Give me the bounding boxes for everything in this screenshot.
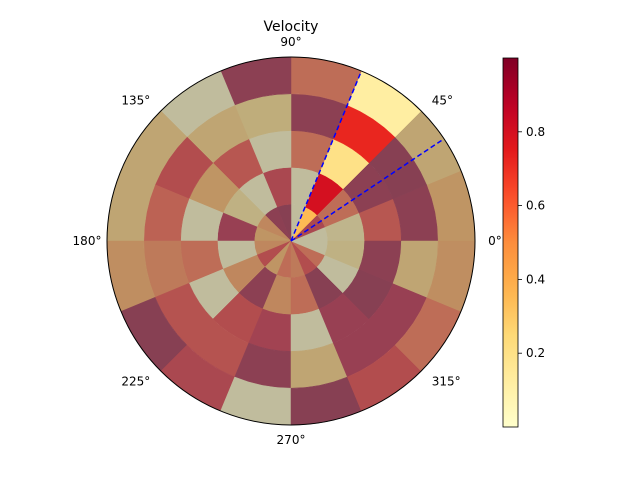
colorbar-ticks: 0.2 0.4 0.6 0.8 [518, 125, 545, 360]
angle-tick-label-270: 270° [277, 433, 306, 447]
colorbar-tick-label-0.4: 0.4 [526, 272, 545, 286]
angle-tick-label-0: 0° [488, 234, 502, 248]
colorbar-tick-label-0.8: 0.8 [526, 125, 545, 139]
colorbar-tick-label-0.2: 0.2 [526, 346, 545, 360]
highlight-sector-lines [290, 70, 445, 242]
polar-frame [106, 56, 476, 426]
highlight-end-line [290, 70, 363, 242]
chart-title: Velocity [264, 19, 319, 35]
angle-tick-label-225: 225° [121, 375, 150, 389]
angle-tick-label-180: 180° [73, 234, 102, 248]
angle-tick-labels: 0° 45° 90° 135° 180° 225° 270° 315° [73, 35, 502, 447]
colorbar-gradient [502, 57, 519, 428]
angle-tick-label-90: 90° [280, 35, 301, 49]
colorbar: 0.2 0.4 0.6 0.8 [502, 57, 545, 428]
angle-tick-label-315: 315° [432, 375, 461, 389]
highlight-start-line [290, 138, 445, 242]
angle-tick-label-45: 45° [432, 93, 453, 107]
angle-tick-label-135: 135° [121, 93, 150, 107]
polar-cells [106, 56, 476, 426]
colorbar-tick-label-0.6: 0.6 [526, 199, 545, 213]
